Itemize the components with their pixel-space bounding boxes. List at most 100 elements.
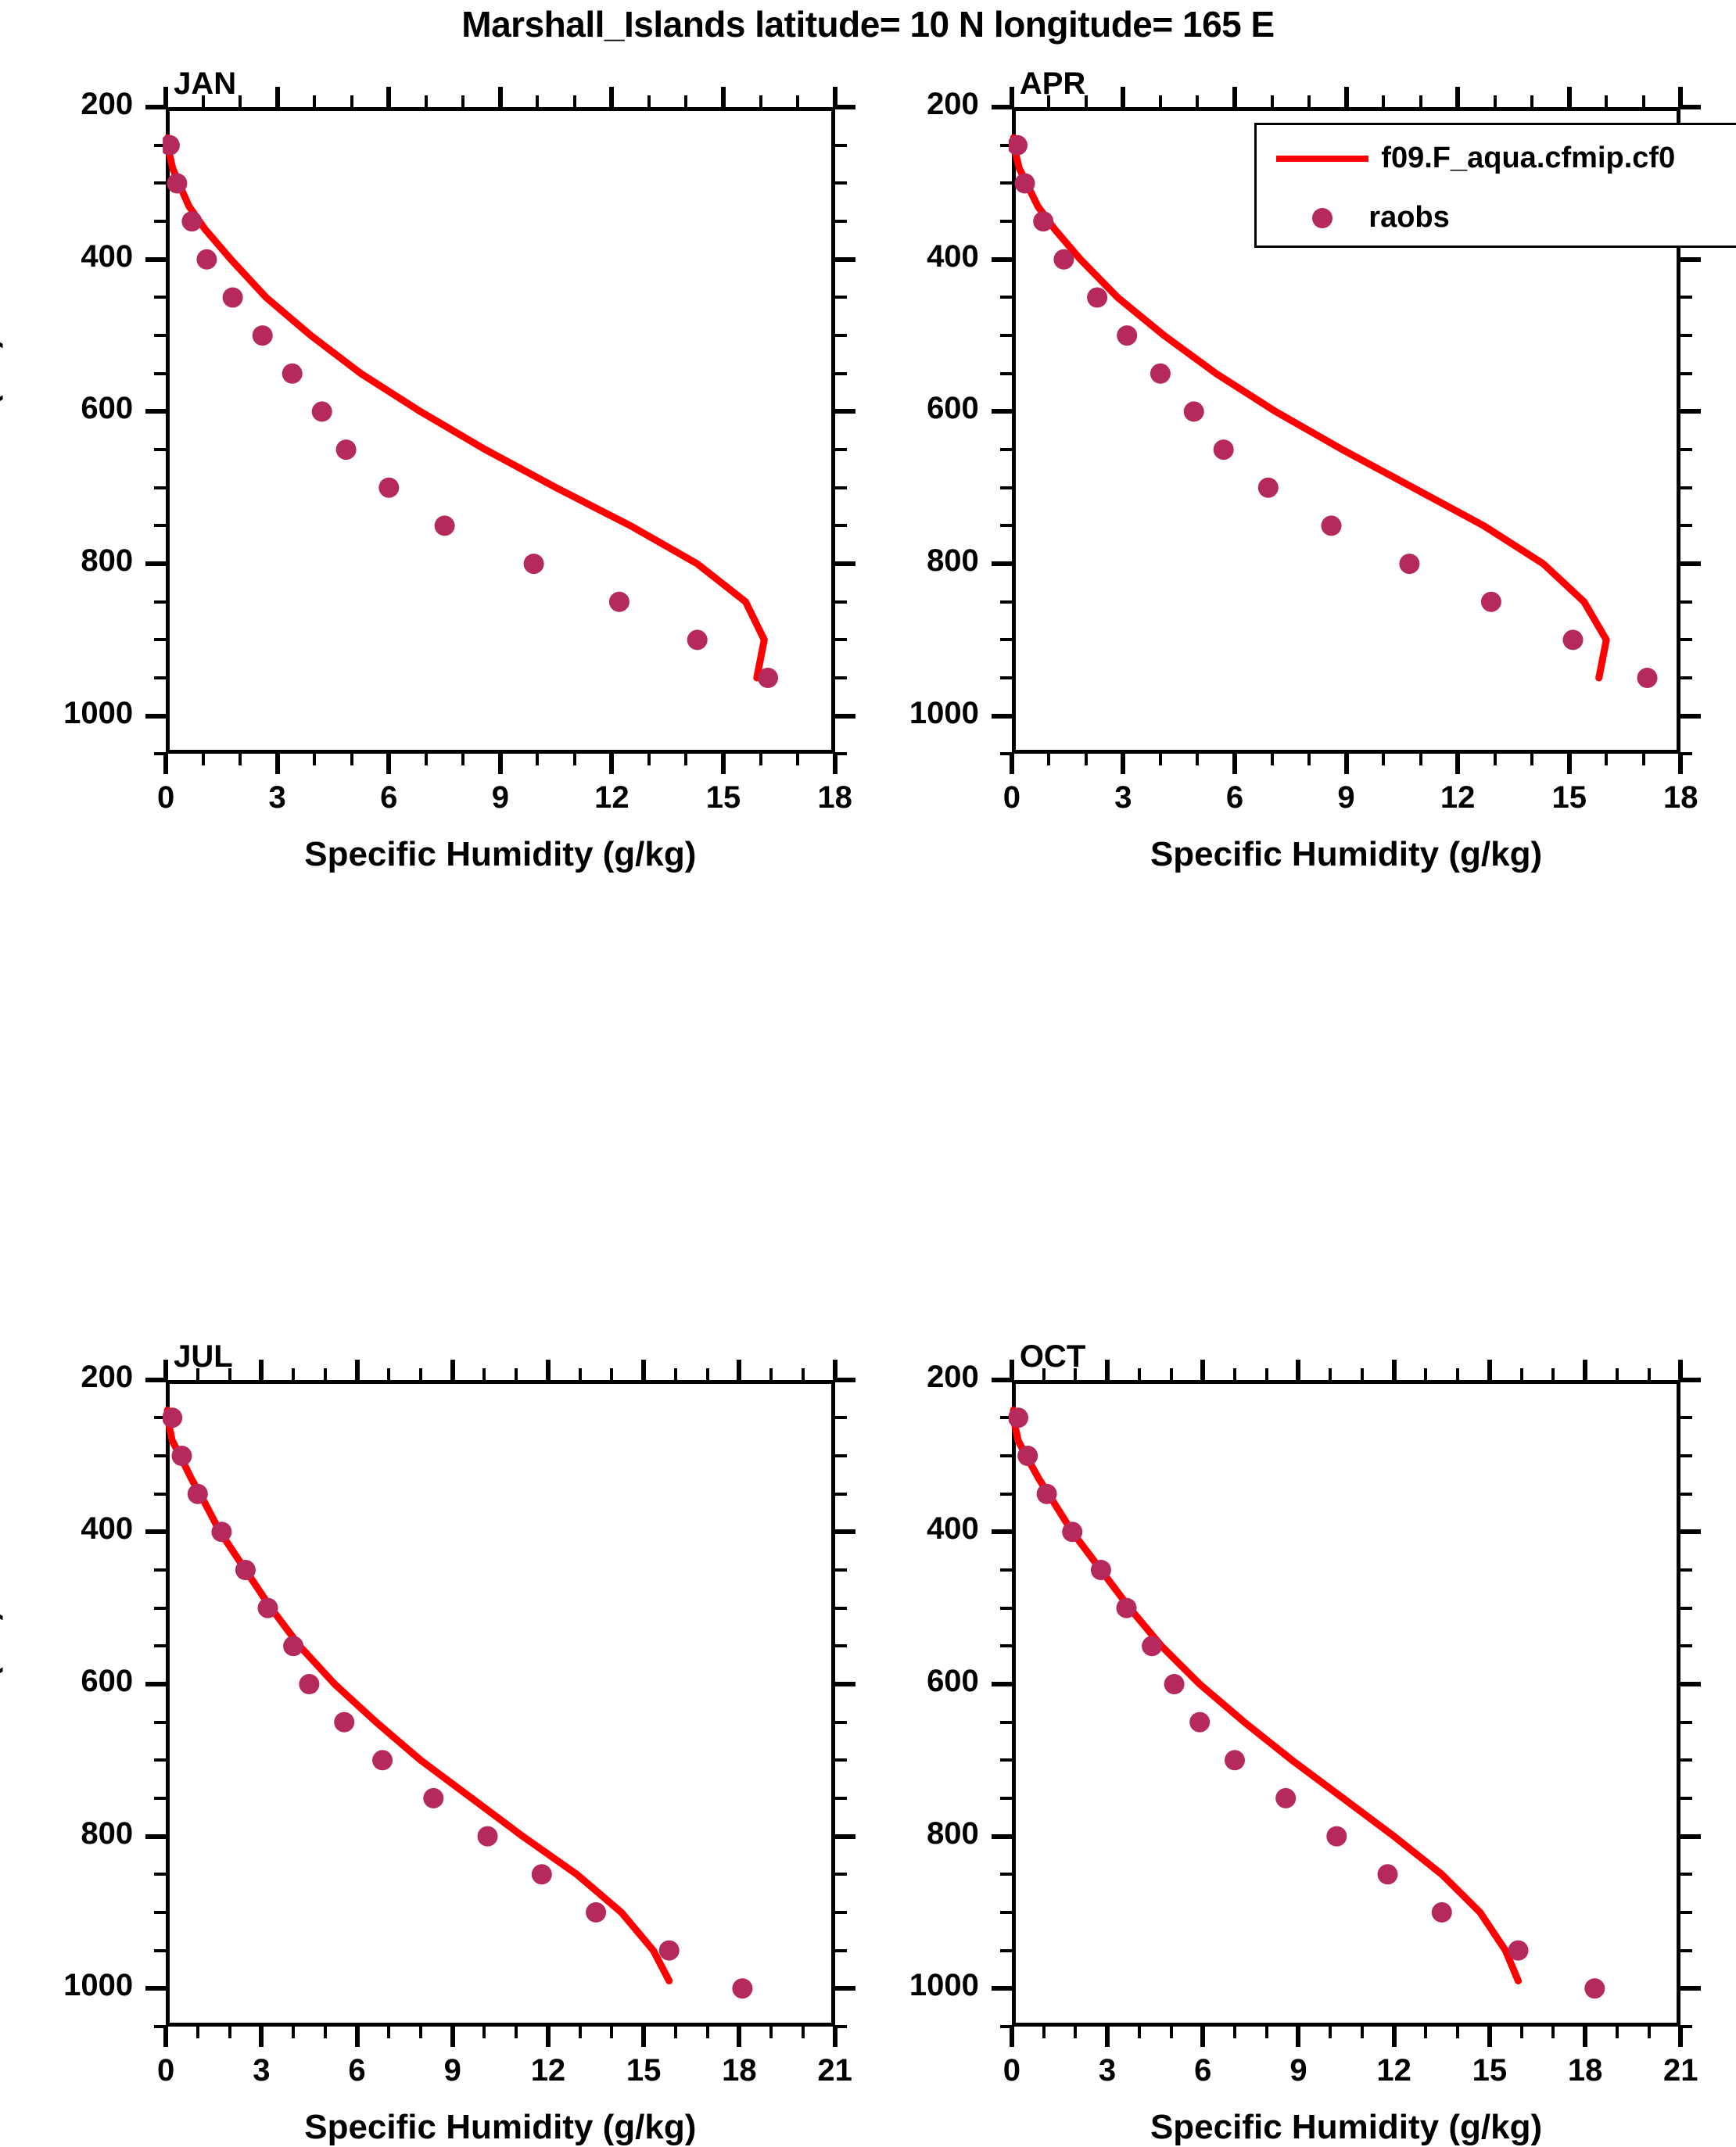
y-major-tick-right-jan [834,409,855,414]
x-minor-tick-jul [578,2026,582,2038]
legend [1254,123,1736,249]
y-minor-tick-oct [1680,1606,1693,1610]
y-minor-tick-jan [154,524,167,528]
data-point-apr [1014,173,1035,194]
x-major-tick-jul [641,2026,647,2047]
legend-item-model[interactable]: f09.F_aqua.cfmip.cf0 [1276,142,1675,175]
x-minor-tick-jul [418,2026,422,2038]
x-tick-label-jan-3: 9 [491,780,509,815]
data-point-jul [211,1522,232,1543]
data-point-jan [378,477,400,498]
x-minor-tick-oct [1424,2026,1428,2038]
x-tick-label-jan-6: 18 [817,780,852,815]
data-point-oct [1090,1560,1111,1580]
x-minor-tick-apr [1270,95,1274,108]
x-tick-label-jul-5: 15 [626,2052,662,2088]
x-major-tick-jan [163,754,169,775]
y-tick-label-jan-2: 600 [81,391,134,426]
x-minor-tick-oct [1456,2026,1460,2038]
y-minor-tick-oct [999,1454,1012,1457]
data-point-jul [257,1597,278,1618]
x-minor-tick-jul [673,1367,677,1380]
x-major-tick-top-jul [641,1359,647,1380]
y-minor-tick-jul [154,1796,167,1800]
y-minor-tick-oct [1680,1796,1693,1800]
y-minor-tick-oct [1680,1758,1693,1762]
x-major-tick-top-jan [721,87,726,108]
x-minor-tick-apr [1084,95,1088,108]
data-point-oct [1062,1522,1083,1543]
y-minor-tick-apr [999,143,1012,147]
y-minor-tick-jan [154,638,167,642]
x-major-tick-top-oct [1678,1359,1684,1380]
y-minor-tick-jan [834,524,847,528]
series-layer-apr [1008,134,1658,688]
y-major-tick-oct [991,1529,1012,1535]
x-minor-tick-oct [1074,2026,1078,2038]
legend-item-raobs[interactable]: raobs [1276,201,1450,235]
x-major-tick-apr [1566,754,1572,775]
y-major-tick-jul [145,1681,167,1686]
x-major-tick-top-jan [386,87,392,108]
y-minor-tick-oct [999,1873,1012,1876]
y-minor-tick-oct [999,1568,1012,1572]
data-point-oct [1017,1446,1038,1466]
x-tick-label-jan-4: 12 [594,780,629,815]
x-minor-tick-jul [705,1367,709,1380]
y-minor-tick-jul [834,1796,847,1800]
x-minor-tick-oct [1137,2026,1141,2038]
x-major-tick-top-oct [1009,1359,1014,1380]
y-minor-tick-apr [999,752,1012,756]
data-point-apr [1033,211,1054,232]
y-minor-tick-jan [834,600,847,604]
y-major-tick-apr [991,409,1012,414]
x-major-tick-top-jul [354,1359,360,1380]
x-tick-label-jul-1: 3 [253,2052,271,2088]
data-point-apr [1150,363,1171,384]
y-minor-tick-apr [1680,334,1693,338]
x-minor-tick-oct [1232,1367,1236,1380]
x-axis-title-jan: Specific Humidity (g/kg) [304,835,697,874]
x-major-tick-jul [737,2026,742,2047]
x-major-tick-jan [609,754,615,775]
data-point-jan [311,401,332,422]
x-minor-tick-jan [684,754,688,766]
data-point-apr [1637,668,1658,688]
x-major-tick-top-jul [832,1359,838,1380]
data-point-oct [1326,1826,1347,1847]
x-minor-tick-jan [239,95,242,108]
x-tick-label-jul-3: 9 [443,2052,461,2088]
y-minor-tick-jul [834,1492,847,1496]
y-minor-tick-jul [154,1454,167,1457]
data-point-jan [222,287,243,308]
x-tick-label-jan-2: 6 [380,780,398,815]
y-minor-tick-jan [154,334,167,338]
x-minor-tick-apr [1084,754,1088,766]
x-minor-tick-oct [1232,2026,1236,2038]
y-minor-tick-oct [1680,1454,1693,1457]
x-major-tick-top-oct [1200,1359,1206,1380]
data-point-jul [586,1901,607,1923]
data-point-jan [523,554,544,575]
plot-frame-jan [166,107,835,754]
y-minor-tick-oct [999,1758,1012,1762]
y-major-tick-apr [991,105,1012,110]
y-major-tick-right-apr [1680,256,1702,262]
x-minor-tick-apr [1641,754,1645,766]
y-minor-tick-jan [834,296,847,299]
x-major-tick-apr [1009,754,1014,775]
x-minor-tick-apr [1047,754,1051,766]
y-minor-tick-jul [154,1873,167,1876]
data-point-oct [1377,1864,1398,1885]
y-minor-tick-jul [154,1910,167,1914]
x-minor-tick-oct [1360,1367,1364,1380]
y-tick-label-oct-2: 600 [927,1663,979,1698]
y-major-tick-apr [991,256,1012,262]
y-minor-tick-oct [999,1720,1012,1724]
x-minor-tick-apr [1158,95,1162,108]
x-minor-tick-jul [228,1367,231,1380]
y-minor-tick-jul [834,1720,847,1724]
y-minor-tick-jan [154,220,167,224]
y-tick-label-oct-3: 800 [927,1815,979,1851]
y-minor-tick-oct [999,1910,1012,1914]
